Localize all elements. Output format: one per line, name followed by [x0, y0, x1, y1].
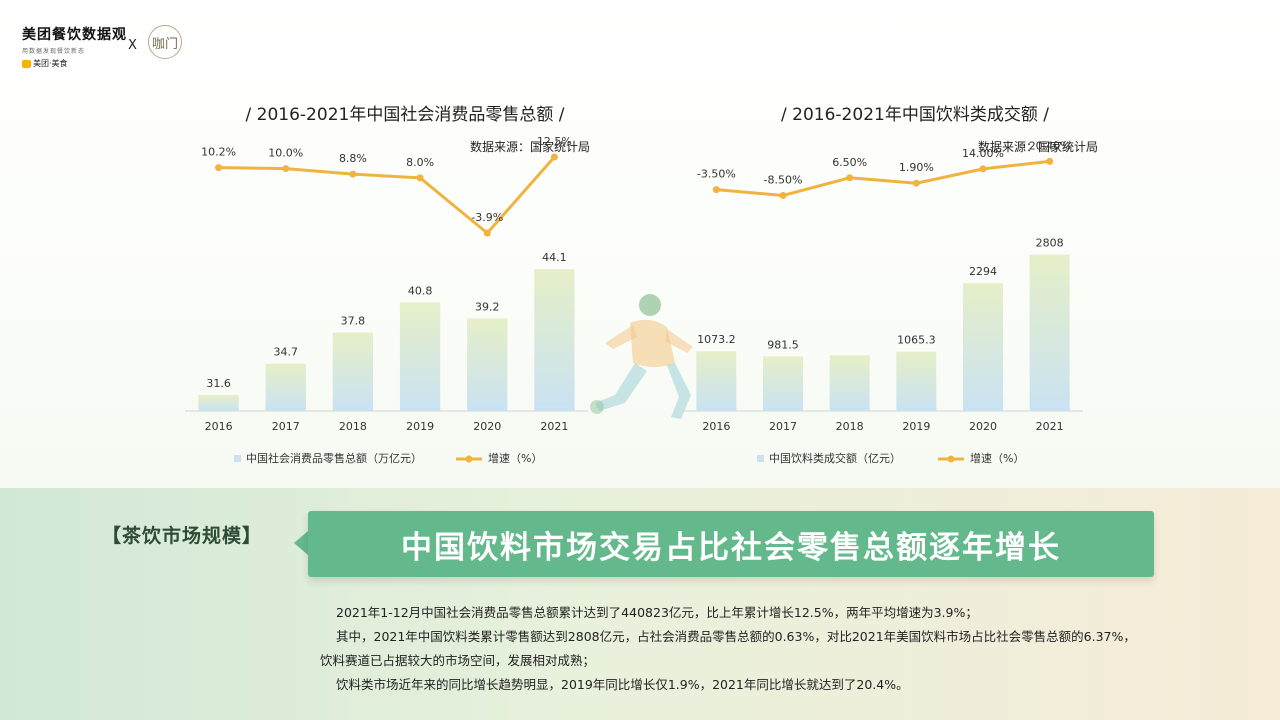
left-growth-point-2021 — [550, 153, 558, 161]
right-chart-source: 数据来源：国家统计局 — [978, 139, 1098, 154]
left-tick-2017: 2017 — [272, 420, 300, 433]
collab-x-mark: X — [128, 38, 137, 53]
left-growth-point-2017 — [282, 165, 290, 173]
left-legend-bar-label: 中国社会消费品零售总额（万亿元） — [246, 451, 422, 465]
partner-logo-icon: 咖门 — [148, 25, 182, 59]
left-growth-label-2016: 10.2% — [201, 146, 236, 159]
right-bar-2016 — [696, 351, 737, 411]
left-legend-line-label: 增速（%） — [488, 451, 542, 465]
left-tick-2020: 2020 — [473, 420, 501, 433]
right-legend-bar-label: 中国饮料类成交额（亿元） — [769, 451, 901, 465]
summary-text: 2021年1-12月中国社会消费品零售总额累计达到了440823亿元，比上年累计… — [320, 601, 1220, 697]
left-growth-line — [218, 155, 556, 236]
right-tick-2019: 2019 — [902, 420, 930, 433]
right-growth-label-2018: 6.50% — [832, 156, 867, 169]
right-bar-2020 — [963, 283, 1003, 411]
left-bar-2016 — [198, 394, 239, 411]
left-bar-2020 — [467, 318, 508, 411]
summary-paragraph-3: 饮料赛道已占据较大的市场空间，发展相对成熟； — [320, 653, 596, 668]
left-bar-2018 — [332, 332, 374, 411]
right-bar-label-2020: 2294 — [969, 265, 997, 278]
summary-paragraph-2: 其中，2021年中国饮料类累计零售额达到2808亿元，占社会消费品零售总额的0.… — [336, 629, 1136, 644]
left-growth-label-2018: 8.8% — [339, 152, 367, 165]
right-growth-line — [716, 159, 1050, 198]
right-chart-title: / 2016-2021年中国饮料类成交额 / — [781, 105, 1049, 125]
right-bar-label-2017: 981.5 — [767, 338, 799, 351]
left-bar-2017 — [265, 363, 306, 411]
right-growth-label-2017: -8.50% — [764, 174, 803, 187]
left-bar-label-2017: 34.7 — [274, 346, 299, 359]
left-chart: 31.6 2016 34.7 2017 37.8 2018 40.8 2019 39.2 2020… — [185, 135, 588, 465]
left-bar-2021 — [534, 269, 575, 411]
right-bar-2017 — [763, 356, 803, 411]
right-bar-label-2021: 2808 — [1036, 237, 1064, 250]
right-tick-2017: 2017 — [769, 420, 797, 433]
right-bar-label-2016: 1073.2 — [697, 333, 736, 346]
left-tick-2016: 2016 — [205, 420, 233, 433]
right-bar-2018 — [829, 355, 870, 411]
section-label: 【茶饮市场规模】 — [102, 525, 263, 547]
headline-banner: 中国饮料市场交易占比社会零售总额逐年增长 — [308, 511, 1154, 577]
right-tick-2016: 2016 — [702, 420, 730, 433]
left-legend-bar-swatch — [234, 455, 241, 462]
summary-paragraph-4: 饮料类市场近年来的同比增长趋势明显，2019年同比增长仅1.9%，2021年同比… — [336, 677, 909, 692]
left-bar-label-2021: 44.1 — [542, 251, 567, 264]
left-growth-point-2016 — [215, 164, 223, 172]
left-growth-label-2020: -3.9% — [471, 211, 503, 224]
logo-title: 美团餐饮数据观 — [22, 27, 127, 43]
left-growth-label-2017: 10.0% — [268, 147, 303, 160]
right-legend-line-marker — [947, 455, 955, 463]
left-bar-label-2020: 39.2 — [475, 300, 500, 313]
left-growth-label-2021: 12.5% — [537, 135, 572, 148]
left-chart-title: / 2016-2021年中国社会消费品零售总额 / — [246, 105, 565, 125]
left-bar-2019 — [399, 302, 441, 411]
summary-paragraph-1: 2021年1-12月中国社会消费品零售总额累计达到了440823亿元，比上年累计… — [336, 605, 978, 620]
runner-illustration — [590, 294, 693, 419]
headline-pointer — [294, 531, 308, 555]
logo-brand: 美团·美食 — [22, 58, 127, 69]
left-tick-2019: 2019 — [406, 420, 434, 433]
headline-text: 中国饮料市场交易占比社会零售总额逐年增长 — [401, 529, 1061, 566]
left-legend-line-marker — [465, 455, 473, 463]
charts-canvas: / 2016-2021年中国社会消费品零售总额 / 数据来源：国家统计局 / 2… — [185, 105, 1098, 465]
left-tick-2021: 2021 — [540, 420, 568, 433]
right-growth-label-2021: 20.40% — [1029, 139, 1071, 152]
right-growth-point-2017 — [779, 192, 787, 199]
right-growth-point-2018 — [846, 174, 854, 182]
logo-subtitle: 用数据发现餐饮新态 — [22, 48, 86, 55]
right-legend-bar-swatch — [757, 455, 764, 462]
right-bar-label-2019: 1065.3 — [897, 334, 936, 347]
right-growth-point-2019 — [912, 179, 920, 187]
meituan-brand-icon — [22, 59, 31, 68]
right-tick-2020: 2020 — [969, 420, 997, 433]
left-bar-label-2016: 31.6 — [206, 377, 231, 390]
right-growth-label-2020: 14.00% — [962, 147, 1004, 160]
left-growth-point-2019 — [416, 174, 424, 182]
left-bar-label-2019: 40.8 — [408, 284, 433, 297]
right-tick-2018: 2018 — [836, 420, 864, 433]
right-bar-2019 — [896, 351, 937, 411]
right-tick-2021: 2021 — [1036, 420, 1064, 433]
right-chart: 1073.2 2016 981.5 2017 2018 1065.3 2019 2294 202… — [683, 139, 1083, 465]
left-bar-label-2018: 37.8 — [341, 315, 366, 328]
right-growth-point-2020 — [979, 165, 987, 173]
right-legend-line-label: 增速（%） — [970, 451, 1024, 465]
right-growth-point-2021 — [1046, 157, 1054, 165]
right-growth-label-2016: -3.50% — [697, 168, 736, 181]
left-growth-point-2018 — [349, 170, 357, 178]
logo-brand-text: 美团·美食 — [33, 59, 68, 68]
right-growth-point-2016 — [712, 186, 720, 194]
left-chart-source: 数据来源：国家统计局 — [470, 139, 590, 154]
meituan-logo: 美团餐饮数据观 用数据发现餐饮新态 美团·美食 — [22, 24, 127, 69]
left-growth-label-2019: 8.0% — [406, 156, 434, 169]
right-bar-2021 — [1029, 254, 1070, 411]
right-growth-label-2019: 1.90% — [899, 161, 934, 174]
left-tick-2018: 2018 — [339, 420, 367, 433]
left-growth-point-2020 — [483, 229, 491, 237]
